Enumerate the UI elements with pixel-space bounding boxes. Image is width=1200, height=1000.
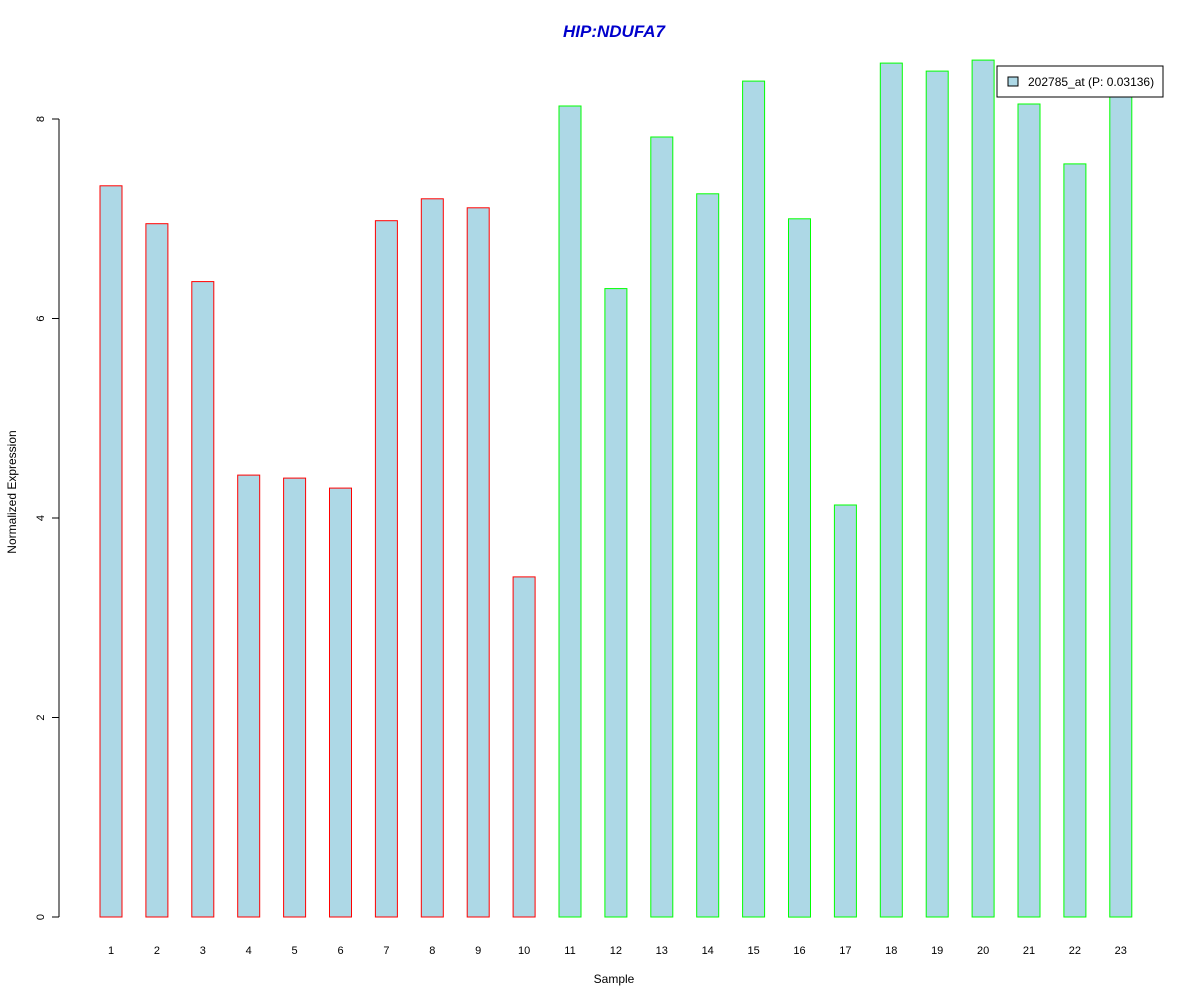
x-tick-label: 2 <box>154 945 160 957</box>
x-tick-label: 22 <box>1069 945 1081 957</box>
bar-sample-4 <box>237 474 261 918</box>
bar-sample-15 <box>742 80 766 918</box>
y-axis: 0 2 4 6 8 <box>35 116 60 920</box>
x-tick-label: 11 <box>564 945 575 957</box>
bar-sample-5 <box>283 477 307 918</box>
bar-sample-20 <box>971 59 995 918</box>
legend: 202785_at (P: 0.03136) <box>996 65 1164 98</box>
bar-sample-3 <box>191 281 215 918</box>
bars <box>99 59 1133 918</box>
x-tick-label: 3 <box>200 945 206 957</box>
bar-sample-18 <box>879 62 903 918</box>
y-tick-label: 8 <box>35 116 47 122</box>
x-tick-label: 5 <box>292 945 298 957</box>
bar-sample-8 <box>420 198 444 918</box>
bar-sample-6 <box>329 487 352 918</box>
x-tick-label: 20 <box>977 945 989 957</box>
x-tick-label: 13 <box>656 945 668 957</box>
x-tick-label: 19 <box>931 945 943 957</box>
x-tick-label: 1 <box>108 945 114 957</box>
x-tick-label: 21 <box>1023 945 1035 957</box>
y-tick-label: 6 <box>35 315 47 321</box>
x-tick-label: 6 <box>337 945 343 957</box>
x-tick-label: 23 <box>1115 945 1127 957</box>
x-axis-label: Sample <box>594 972 635 986</box>
x-tick-label: 18 <box>885 945 897 957</box>
x-axis: 1 2 3 4 5 6 7 8 9 10 11 12 13 14 15 16 17 18 19 20 21 22 23 <box>108 945 1127 957</box>
bar-sample-14 <box>696 193 720 918</box>
bar-sample-22 <box>1063 163 1087 918</box>
bar-sample-11 <box>558 105 582 918</box>
x-tick-label: 12 <box>610 945 622 957</box>
legend-swatch <box>1007 76 1019 87</box>
bar-sample-2 <box>145 223 169 918</box>
bar-sample-7 <box>374 220 398 918</box>
chart-title: HIP:NDUFA7 <box>563 22 667 41</box>
x-tick-label: 8 <box>429 945 435 957</box>
y-tick-label: 2 <box>35 714 47 720</box>
x-tick-label: 4 <box>246 945 252 957</box>
x-tick-label: 7 <box>383 945 389 957</box>
x-tick-label: 15 <box>747 945 759 957</box>
x-tick-label: 17 <box>839 945 851 957</box>
legend-box <box>996 65 1164 98</box>
bar-sample-10 <box>512 576 536 918</box>
x-tick-label: 10 <box>518 945 530 957</box>
x-tick-label: 14 <box>702 945 714 957</box>
bar-sample-21 <box>1017 103 1041 918</box>
bar-sample-16 <box>788 218 811 918</box>
bar-sample-12 <box>604 288 628 918</box>
bar-sample-1 <box>99 185 123 918</box>
bar-sample-17 <box>833 504 857 918</box>
legend-label: 202785_at (P: 0.03136) <box>1028 75 1154 89</box>
bar-sample-9 <box>466 207 490 918</box>
y-axis-label: Normalized Expression <box>5 430 19 553</box>
y-tick-label: 4 <box>35 515 47 521</box>
y-tick-label: 0 <box>35 914 47 920</box>
bar-sample-23 <box>1109 90 1133 918</box>
x-tick-label: 16 <box>793 945 805 957</box>
x-tick-label: 9 <box>475 945 481 957</box>
bar-sample-13 <box>650 136 674 918</box>
bar-sample-19 <box>925 70 949 918</box>
